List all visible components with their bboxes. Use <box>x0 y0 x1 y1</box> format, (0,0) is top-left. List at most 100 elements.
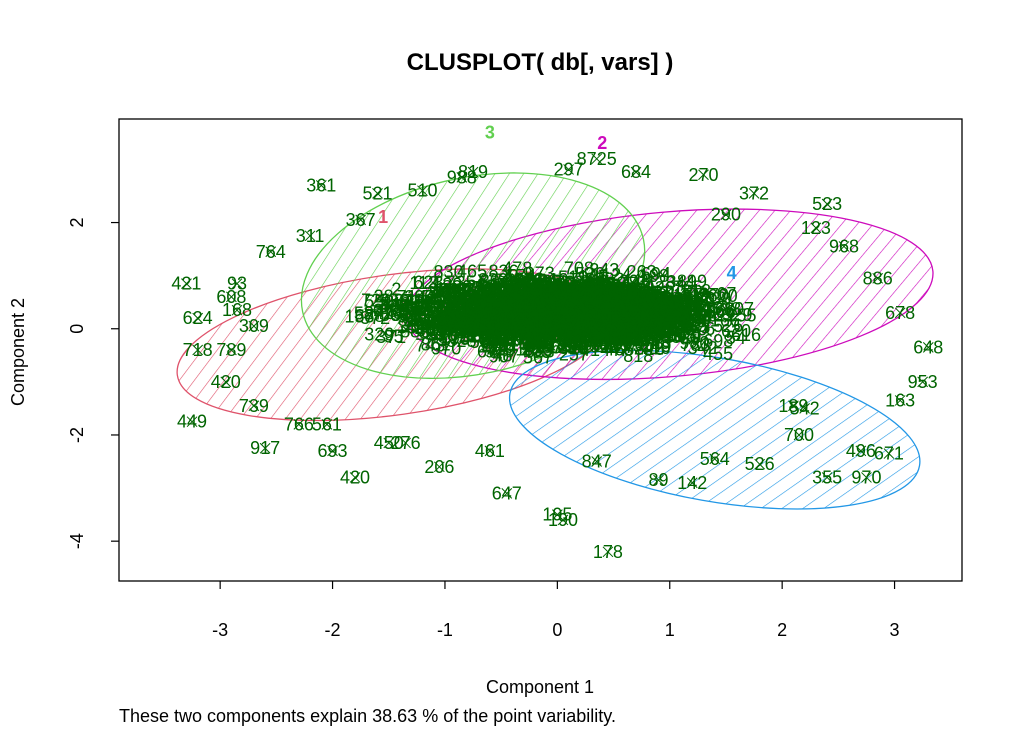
svg-text:246: 246 <box>639 300 669 320</box>
svg-text:313: 313 <box>579 318 609 338</box>
svg-text:582: 582 <box>535 298 565 318</box>
svg-text:247: 247 <box>526 303 556 323</box>
svg-text:219: 219 <box>582 276 612 296</box>
svg-text:760: 760 <box>574 322 604 342</box>
svg-text:21: 21 <box>593 289 613 309</box>
svg-text:347: 347 <box>485 289 515 309</box>
svg-text:9: 9 <box>482 333 492 353</box>
svg-text:153: 153 <box>345 306 375 326</box>
svg-text:476: 476 <box>547 324 577 344</box>
svg-text:215: 215 <box>478 296 508 316</box>
svg-text:430: 430 <box>596 283 626 303</box>
svg-text:85: 85 <box>606 309 626 329</box>
svg-text:935: 935 <box>504 319 534 339</box>
svg-text:718: 718 <box>183 340 213 360</box>
svg-text:713: 713 <box>505 302 535 322</box>
svg-text:660: 660 <box>545 304 575 324</box>
svg-text:552: 552 <box>605 320 635 340</box>
svg-text:212: 212 <box>524 304 554 324</box>
svg-text:794: 794 <box>529 314 559 334</box>
svg-text:729: 729 <box>361 290 391 310</box>
svg-text:501: 501 <box>652 292 682 312</box>
svg-text:128: 128 <box>639 305 669 325</box>
svg-text:74: 74 <box>564 324 584 344</box>
svg-text:640: 640 <box>656 323 686 343</box>
svg-text:804: 804 <box>480 271 510 291</box>
svg-text:671: 671 <box>874 444 904 464</box>
svg-text:391: 391 <box>511 284 541 304</box>
svg-text:35: 35 <box>600 295 620 315</box>
svg-text:888: 888 <box>604 319 634 339</box>
svg-text:241: 241 <box>521 322 551 342</box>
svg-text:416: 416 <box>478 310 508 330</box>
svg-text:226: 226 <box>487 307 517 327</box>
svg-text:564: 564 <box>380 305 410 325</box>
svg-text:245: 245 <box>577 298 607 318</box>
svg-text:739: 739 <box>637 298 667 318</box>
svg-text:326: 326 <box>476 310 506 330</box>
svg-text:165: 165 <box>624 286 654 306</box>
svg-text:501: 501 <box>616 307 646 327</box>
svg-text:99: 99 <box>466 311 486 331</box>
svg-text:476: 476 <box>635 322 665 342</box>
svg-text:68: 68 <box>584 332 604 352</box>
svg-text:683: 683 <box>525 342 555 362</box>
svg-text:663: 663 <box>523 280 553 300</box>
svg-text:646: 646 <box>547 289 577 309</box>
svg-text:369: 369 <box>568 281 598 301</box>
svg-text:576: 576 <box>525 313 555 333</box>
svg-text:429: 429 <box>555 281 585 301</box>
svg-text:638: 638 <box>587 304 617 324</box>
svg-text:666: 666 <box>517 272 547 292</box>
data-point-20: 449 <box>177 412 207 432</box>
svg-text:433: 433 <box>624 315 654 335</box>
svg-text:448: 448 <box>547 311 577 331</box>
svg-text:959: 959 <box>576 285 606 305</box>
svg-text:493: 493 <box>512 302 542 322</box>
svg-text:41: 41 <box>551 292 571 312</box>
svg-text:675: 675 <box>401 299 431 319</box>
svg-text:774: 774 <box>426 309 456 329</box>
svg-text:16: 16 <box>477 303 497 323</box>
svg-text:923: 923 <box>672 305 702 325</box>
svg-text:324: 324 <box>407 298 437 318</box>
svg-text:783: 783 <box>680 335 710 355</box>
svg-text:944: 944 <box>592 324 622 344</box>
svg-text:675: 675 <box>545 305 575 325</box>
svg-text:67: 67 <box>716 284 736 304</box>
svg-text:119: 119 <box>532 297 561 317</box>
svg-text:509: 509 <box>573 312 603 332</box>
svg-text:871: 871 <box>658 304 688 324</box>
svg-text:247: 247 <box>364 303 394 323</box>
svg-text:141: 141 <box>561 308 591 328</box>
svg-text:420: 420 <box>340 467 370 487</box>
svg-text:761: 761 <box>587 312 617 332</box>
svg-text:983: 983 <box>554 298 584 318</box>
svg-text:988: 988 <box>556 295 586 315</box>
data-point-3: 819 <box>458 162 488 182</box>
svg-text:171: 171 <box>562 304 592 324</box>
svg-text:929: 929 <box>596 299 626 319</box>
svg-text:745: 745 <box>618 315 648 335</box>
svg-text:814: 814 <box>542 302 572 322</box>
svg-text:672: 672 <box>510 302 540 322</box>
svg-text:261: 261 <box>488 315 518 335</box>
svg-text:706: 706 <box>509 334 539 354</box>
svg-text:350: 350 <box>553 290 583 310</box>
svg-text:440: 440 <box>606 317 636 337</box>
svg-text:854: 854 <box>511 285 541 305</box>
svg-text:242: 242 <box>509 309 539 329</box>
svg-text:523: 523 <box>812 194 842 214</box>
svg-text:562: 562 <box>463 287 493 307</box>
svg-text:798: 798 <box>552 312 582 332</box>
svg-text:370: 370 <box>638 292 668 312</box>
svg-text:98: 98 <box>475 292 495 312</box>
svg-text:258: 258 <box>500 307 530 327</box>
y-tick-label: 0 <box>67 324 87 334</box>
svg-text:566: 566 <box>530 314 560 334</box>
svg-text:560: 560 <box>630 306 660 326</box>
svg-text:387: 387 <box>557 310 587 330</box>
svg-text:658: 658 <box>664 313 694 333</box>
svg-text:632: 632 <box>623 293 653 313</box>
svg-text:176: 176 <box>571 327 601 347</box>
